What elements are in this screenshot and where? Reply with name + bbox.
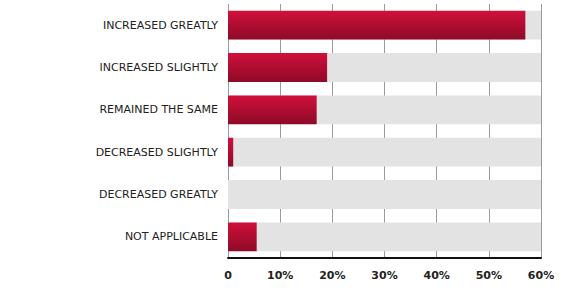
svg-text:INCREASED GREATLY: INCREASED GREATLY (103, 19, 218, 32)
svg-text:INCREASED SLIGHTLY: INCREASED SLIGHTLY (100, 61, 219, 74)
svg-text:60%: 60% (528, 269, 554, 282)
svg-text:10%: 10% (267, 269, 293, 282)
svg-text:0: 0 (224, 269, 232, 282)
svg-text:40%: 40% (423, 269, 449, 282)
svg-text:REMAINED THE SAME: REMAINED THE SAME (99, 103, 218, 116)
svg-text:20%: 20% (319, 269, 345, 282)
svg-text:DECREASED SLIGHTLY: DECREASED SLIGHTLY (96, 146, 219, 159)
svg-text:DECREASED GREATLY: DECREASED GREATLY (99, 188, 218, 201)
svg-text:NOT APPLICABLE: NOT APPLICABLE (125, 230, 218, 243)
svg-text:30%: 30% (371, 269, 397, 282)
svg-text:50%: 50% (476, 269, 502, 282)
